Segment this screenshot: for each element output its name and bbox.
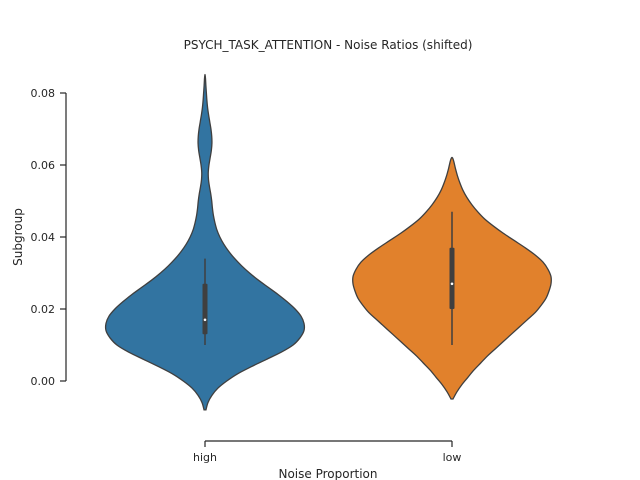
median-point-low [450,282,454,286]
median-point-high [203,318,207,322]
y-tick-label: 0.04 [31,231,56,244]
y-tick-label: 0.08 [31,87,56,100]
x-axis-title: Noise Proportion [278,467,377,480]
y-tick-label: 0.00 [31,375,56,388]
axes: 0.00 0.02 0.04 0.06 0.08 high low [31,87,462,464]
iqr-box-low [449,247,455,309]
y-axis-title: Subgroup [11,208,25,266]
violins [104,73,552,411]
x-tick-label: high [193,451,217,464]
y-tick-label: 0.02 [31,303,56,316]
y-tick-label: 0.06 [31,159,56,172]
x-tick-label: low [443,451,462,464]
chart-title: PSYCH_TASK_ATTENTION - Noise Ratios (shi… [184,38,473,52]
violin-high [104,73,306,411]
iqr-box-high [202,283,208,335]
